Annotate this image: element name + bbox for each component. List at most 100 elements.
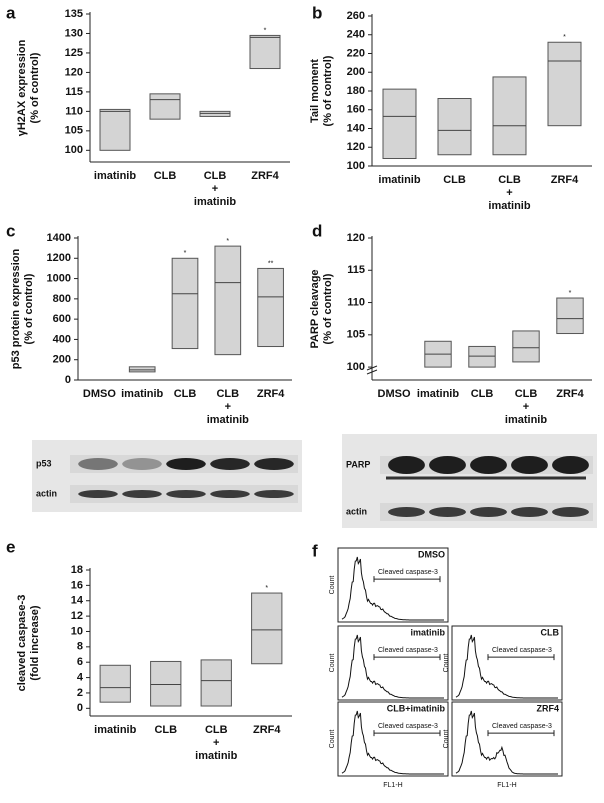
y-tick-label: 105 [65, 125, 83, 137]
blot-band [122, 458, 162, 470]
significance-marker: * [184, 250, 187, 257]
x-tick-label: CLB [498, 174, 521, 186]
y-tick-label: 120 [347, 141, 365, 153]
blot-band [78, 490, 118, 498]
gate-bracket [487, 730, 555, 737]
blot-band [388, 456, 425, 474]
box [512, 330, 540, 363]
gate-label: Cleaved caspase-3 [492, 647, 552, 654]
gate-bracket [373, 576, 441, 583]
x-tick-label: DMSO [83, 388, 116, 400]
x-tick-label: imatinib [194, 196, 236, 208]
histogram-curve [455, 710, 558, 775]
blot-band [388, 507, 425, 517]
box [257, 267, 284, 348]
y-tick-label: 16 [71, 579, 83, 591]
panel-label: e [6, 537, 15, 556]
y-tick-label: 105 [347, 329, 365, 341]
blot-band [210, 458, 250, 470]
significance-marker: * [569, 290, 572, 297]
y-tick-label: 1200 [47, 252, 71, 264]
blot-label: actin [36, 488, 57, 498]
x-tick-label: ZRF4 [556, 388, 584, 400]
y-axis-label: (% of control) [29, 52, 41, 123]
box [437, 98, 472, 156]
y-tick-label: 0 [65, 374, 71, 386]
histogram-curve [341, 710, 444, 775]
panel-label: a [6, 3, 16, 22]
histogram-curve [455, 634, 558, 699]
y-tick-label: 1400 [47, 232, 71, 244]
box [99, 108, 131, 151]
x-tick-label: CLB [216, 388, 239, 400]
x-tick-label: DMSO [378, 388, 411, 400]
significance-marker: * [226, 238, 229, 245]
x-tick-label: + [225, 401, 231, 413]
box [468, 345, 496, 368]
condition-label: imatinib [410, 627, 445, 637]
histogram-curve [341, 556, 444, 621]
x-tick-label: imatinib [505, 414, 547, 426]
x-tick-label: imatinib [121, 388, 163, 400]
y-tick-label: 120 [65, 66, 83, 78]
y-tick-label: 100 [347, 160, 365, 172]
blot-band [429, 456, 466, 474]
blot-band [166, 490, 206, 498]
gate-label: Cleaved caspase-3 [378, 569, 438, 576]
condition-label: CLB [541, 627, 560, 637]
significance-marker: ** [268, 260, 274, 267]
box [251, 592, 283, 665]
axis-break [366, 365, 378, 375]
blot-band [470, 507, 507, 517]
y-tick-label: 115 [347, 264, 365, 276]
x-tick-label: + [506, 187, 512, 199]
box [199, 110, 231, 117]
condition-label: DMSO [418, 549, 445, 559]
histogram-curve [341, 634, 444, 699]
x-tick-label: + [213, 737, 219, 749]
y-tick-label: 800 [53, 293, 71, 305]
x-tick-label: CLB [471, 388, 494, 400]
gate-label: Cleaved caspase-3 [492, 723, 552, 730]
x-tick-label: ZRF4 [253, 724, 281, 736]
y-tick-label: 0 [77, 702, 83, 714]
x-tick-label: ZRF4 [251, 170, 279, 182]
blot-band [166, 458, 206, 470]
y-tick-label: 110 [65, 105, 83, 117]
gate-bracket [373, 730, 441, 737]
blot-label: PARP [346, 459, 370, 469]
y-axis-label: (% of control) [322, 273, 334, 344]
box [171, 257, 199, 350]
x-tick-label: CLB [204, 170, 227, 182]
y-tick-label: 200 [347, 66, 365, 78]
y-tick-label: 135 [65, 8, 83, 20]
blot-band [511, 456, 548, 474]
y-tick-label: 200 [53, 354, 71, 366]
blot-band [78, 458, 118, 470]
x-tick-label: imatinib [488, 200, 530, 212]
blot-band [254, 458, 294, 470]
box [200, 659, 232, 707]
blot-band [552, 507, 589, 517]
blot-label: actin [346, 506, 367, 516]
y-tick-label: 140 [347, 122, 365, 134]
y-axis-label: γH2AX expression [16, 39, 28, 136]
blot-band [429, 507, 466, 517]
y-tick-label: 2 [77, 687, 83, 699]
gate-bracket [373, 654, 441, 661]
x-tick-label: imatinib [94, 170, 136, 182]
blot-band [470, 456, 507, 474]
y-tick-label: 400 [53, 333, 71, 345]
x-tick-label: CLB [154, 170, 177, 182]
count-label: Count [329, 576, 336, 595]
panel-label: f [312, 541, 318, 560]
box [99, 664, 131, 703]
y-tick-label: 100 [347, 361, 365, 373]
x-tick-label: CLB [443, 174, 466, 186]
box [214, 245, 242, 356]
y-tick-label: 4 [77, 671, 84, 683]
y-axis-label: (fold increase) [29, 605, 41, 681]
count-label: Count [329, 730, 336, 749]
panel-label: d [312, 221, 322, 240]
